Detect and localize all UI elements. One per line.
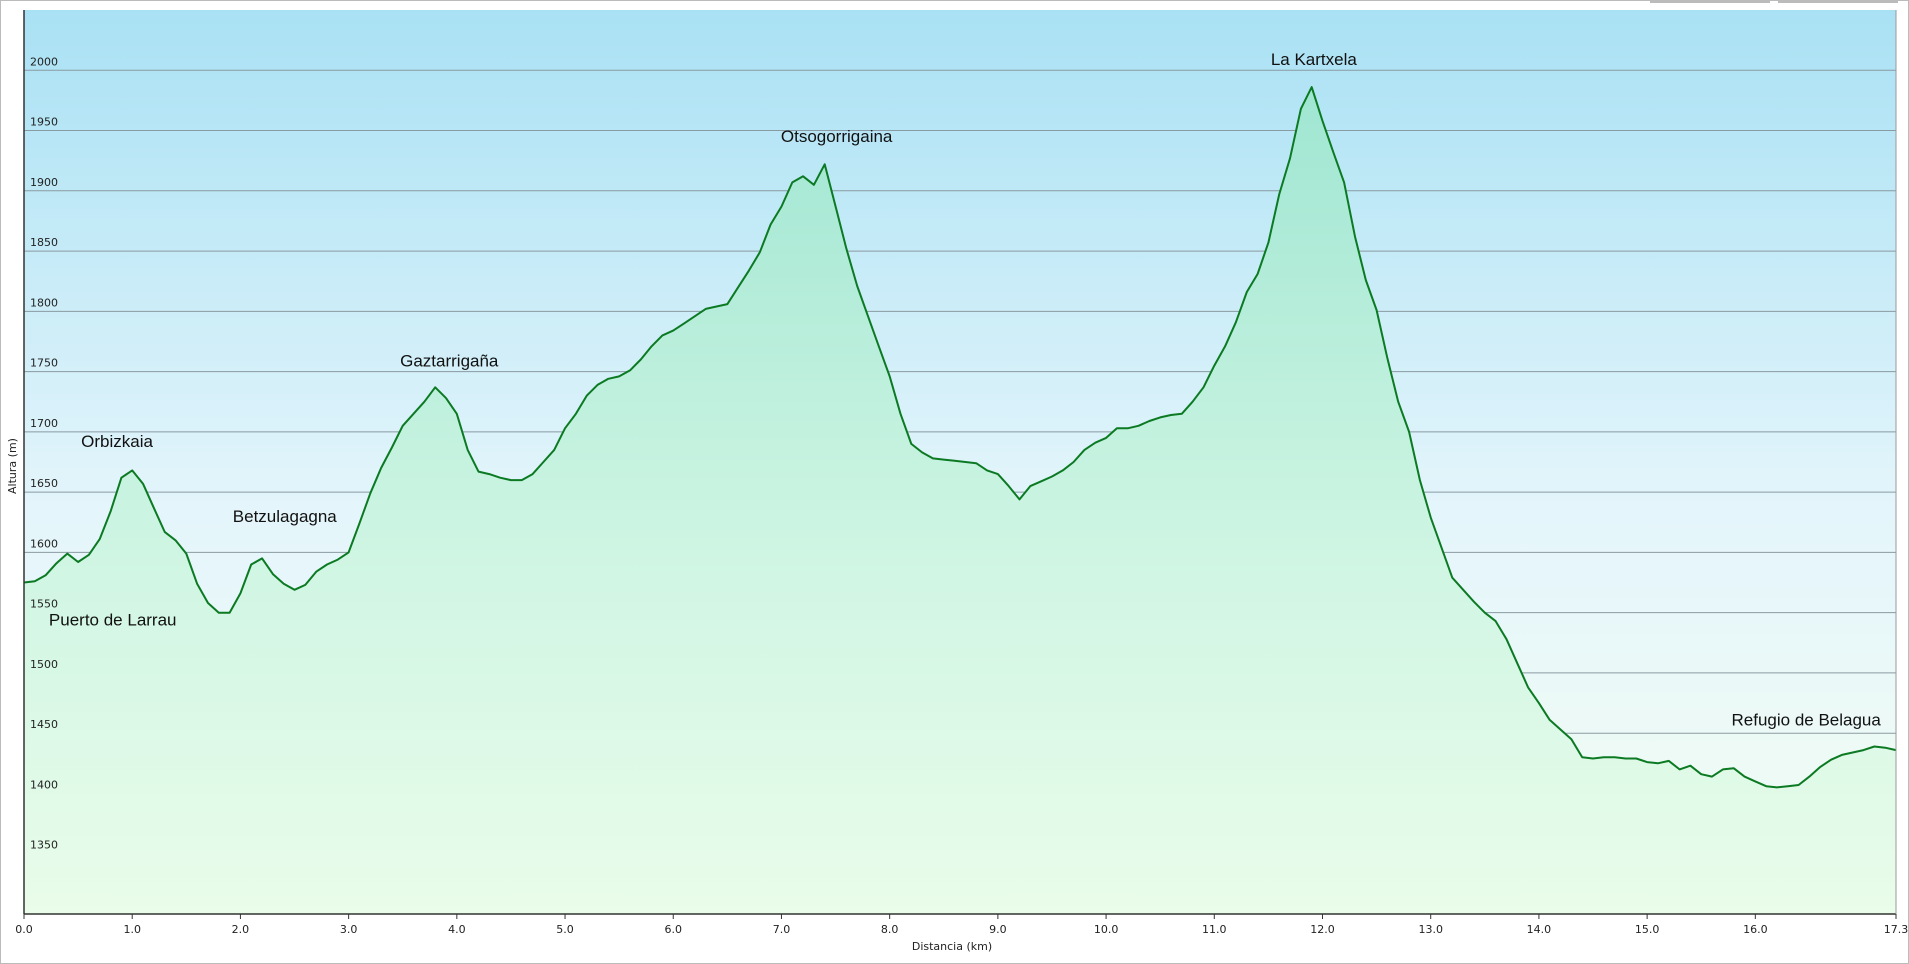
- x-tick-label: 2.0: [232, 923, 250, 936]
- annotation: La Kartxela: [1271, 50, 1358, 69]
- y-tick-label: 1700: [30, 417, 58, 430]
- annotation: Refugio de Belagua: [1732, 711, 1882, 730]
- y-tick-label: 1800: [30, 296, 58, 309]
- x-axis-label: Distancia (km): [912, 940, 992, 953]
- x-tick-label: 14.0: [1527, 923, 1552, 936]
- y-tick-label: 1900: [30, 176, 58, 189]
- x-tick-label: 17.3: [1884, 923, 1909, 936]
- annotation: Puerto de Larrau: [49, 611, 177, 630]
- annotation: Otsogorrigaina: [781, 127, 893, 146]
- x-tick-label: 9.0: [989, 923, 1007, 936]
- y-tick-label: 1750: [30, 357, 58, 370]
- annotation: Betzulagagna: [233, 507, 338, 526]
- x-tick-label: 4.0: [448, 923, 466, 936]
- annotation: Orbizkaia: [81, 432, 153, 451]
- y-tick-label: 1450: [30, 718, 58, 731]
- x-tick-label: 8.0: [881, 923, 899, 936]
- y-tick-label: 1350: [30, 839, 58, 852]
- y-tick-label: 1600: [30, 537, 58, 550]
- x-tick-label: 6.0: [664, 923, 682, 936]
- toolbar-button[interactable]: [1778, 0, 1898, 3]
- y-axis-label: Altura (m): [6, 438, 19, 494]
- y-tick-label: 1400: [30, 778, 58, 791]
- x-tick-label: 16.0: [1743, 923, 1768, 936]
- x-tick-label: 5.0: [556, 923, 574, 936]
- y-tick-label: 1500: [30, 658, 58, 671]
- y-tick-label: 1950: [30, 116, 58, 129]
- toolbar-button[interactable]: [1650, 0, 1770, 3]
- x-tick-label: 0.0: [15, 923, 33, 936]
- x-tick-label: 13.0: [1418, 923, 1443, 936]
- y-tick-label: 1850: [30, 236, 58, 249]
- profile-line: [23, 86, 1897, 789]
- x-tick-label: 12.0: [1310, 923, 1335, 936]
- x-tick-label: 10.0: [1094, 923, 1119, 936]
- x-tick-label: 15.0: [1635, 923, 1660, 936]
- y-tick-label: 1650: [30, 477, 58, 490]
- x-tick-label: 11.0: [1202, 923, 1227, 936]
- y-tick-label: 2000: [30, 55, 58, 68]
- x-tick-label: 7.0: [773, 923, 791, 936]
- x-tick-label: 3.0: [340, 923, 358, 936]
- annotation: Gaztarrigaña: [400, 351, 499, 370]
- area-fill: [24, 87, 1896, 915]
- x-tick-label: 1.0: [123, 923, 141, 936]
- y-tick-label: 1550: [30, 598, 58, 611]
